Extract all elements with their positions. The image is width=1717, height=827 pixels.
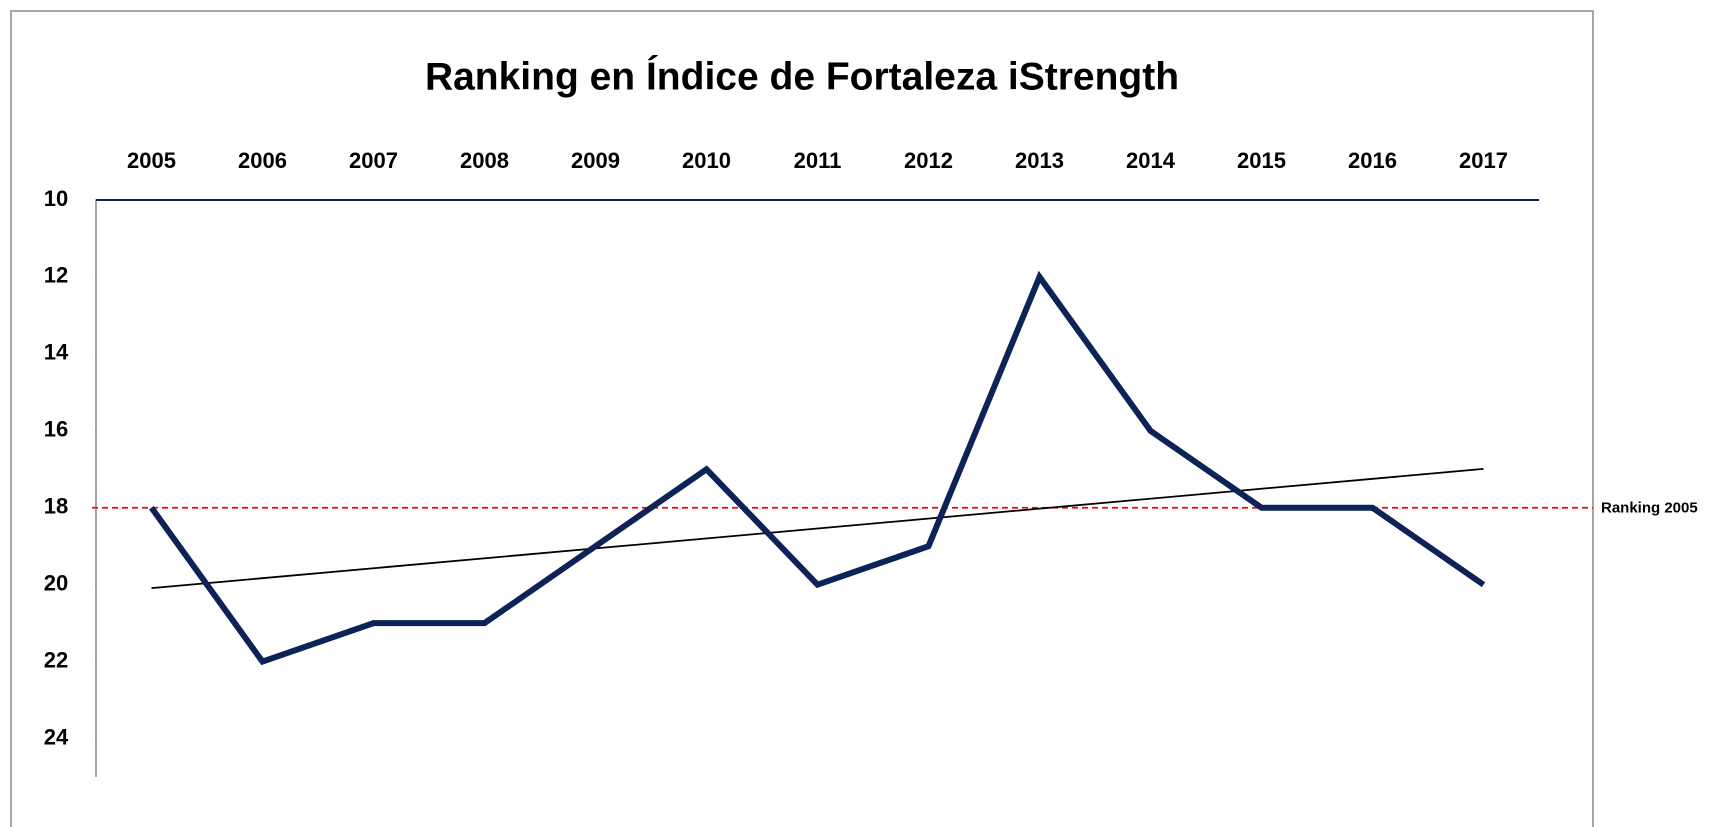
x-tick-label: 2015 (1237, 148, 1286, 173)
chart-frame (10, 10, 1594, 827)
x-tick-label: 2005 (127, 148, 176, 173)
y-tick-label: 20 (44, 570, 68, 595)
y-tick-label: 22 (44, 647, 68, 672)
chart-title: Ranking en Índice de Fortaleza iStrength (425, 54, 1179, 98)
x-tick-label: 2017 (1459, 148, 1508, 173)
x-tick-label: 2014 (1126, 148, 1176, 173)
x-tick-label: 2011 (794, 148, 842, 173)
y-tick-label: 18 (44, 494, 68, 519)
x-tick-label: 2013 (1015, 148, 1064, 173)
y-tick-label: 14 (44, 340, 69, 365)
x-tick-label: 2016 (1348, 148, 1397, 173)
y-tick-label: 24 (44, 724, 69, 749)
x-tick-label: 2009 (571, 148, 620, 173)
data-line (149, 270, 1486, 666)
x-tick-label: 2006 (238, 148, 287, 173)
y-tick-label: 12 (44, 263, 68, 288)
x-tick-label: 2012 (904, 148, 953, 173)
x-tick-label: 2008 (460, 148, 509, 173)
x-tick-label: 2010 (682, 148, 731, 173)
x-tick-label: 2007 (349, 148, 398, 173)
reference-label: Ranking 2005 (1601, 500, 1698, 517)
trend-line (151, 467, 1484, 590)
y-tick-label: 16 (44, 417, 68, 442)
y-tick-label: 10 (44, 186, 68, 211)
